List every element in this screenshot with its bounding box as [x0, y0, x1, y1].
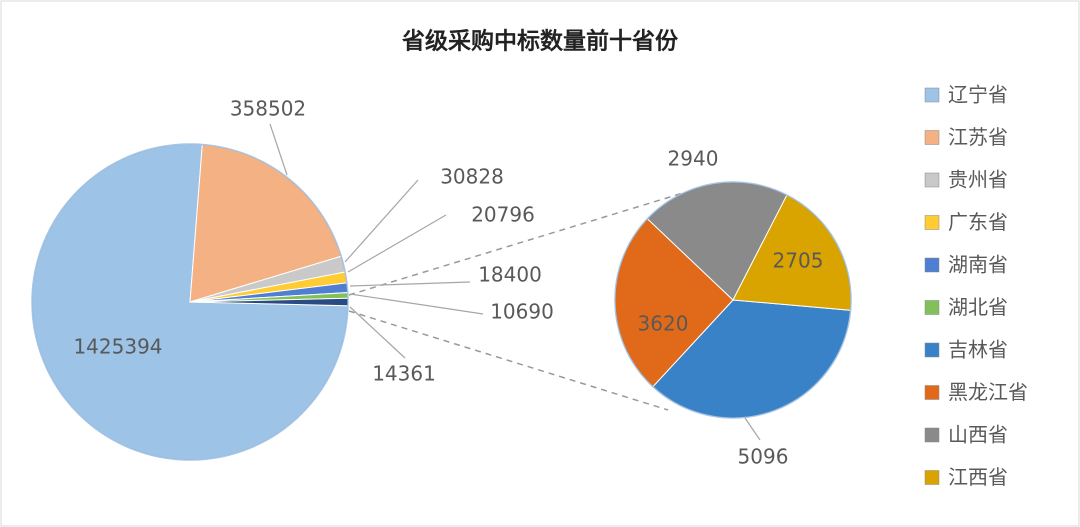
legend-label: 吉林省	[948, 338, 1008, 362]
legend-label: 辽宁省	[948, 83, 1008, 107]
legend-label: 山西省	[948, 423, 1008, 447]
legend-label: 湖北省	[948, 295, 1008, 319]
data-label: 2940	[668, 147, 719, 171]
connector-line	[348, 192, 684, 296]
legend-swatch	[924, 470, 940, 485]
leader-line	[349, 281, 471, 287]
pie-outline	[614, 181, 852, 419]
legend-label: 江苏省	[948, 125, 1008, 149]
data-label: 14361	[372, 362, 436, 386]
data-label: 18400	[478, 263, 542, 287]
data-label: 10690	[490, 300, 554, 324]
legend-swatch	[924, 300, 940, 315]
legend-label: 广东省	[948, 210, 1008, 234]
legend-swatch	[924, 130, 940, 145]
legend-swatch	[924, 257, 940, 273]
legend-swatch	[924, 87, 940, 103]
connector-line	[348, 310, 669, 411]
legend-swatch	[924, 215, 940, 230]
leader-line	[744, 417, 761, 441]
pie-outline	[31, 143, 349, 461]
legend-swatch	[924, 172, 940, 188]
chart-title: 省级采购中标数量前十省份	[401, 28, 679, 55]
legend-swatch	[924, 342, 940, 358]
legend-swatch	[924, 385, 940, 400]
leader-line	[347, 214, 447, 273]
legend-label: 贵州省	[948, 168, 1008, 192]
leader-line	[349, 293, 484, 315]
leader-line	[344, 179, 419, 263]
data-label: 5096	[738, 445, 789, 469]
legend-swatch	[924, 427, 940, 443]
connectors	[348, 192, 684, 411]
data-label: 3620	[638, 312, 689, 336]
leader-line	[269, 123, 288, 176]
legend-label: 江西省	[948, 465, 1008, 489]
data-label: 358502	[230, 97, 306, 121]
data-label: 1425394	[73, 335, 162, 359]
leader-line	[349, 306, 406, 359]
data-label: 20796	[471, 203, 535, 227]
legend-label: 黑龙江省	[948, 380, 1028, 404]
legend-label: 湖南省	[948, 253, 1008, 277]
data-label: 2705	[773, 249, 824, 273]
data-label: 30828	[440, 165, 504, 189]
